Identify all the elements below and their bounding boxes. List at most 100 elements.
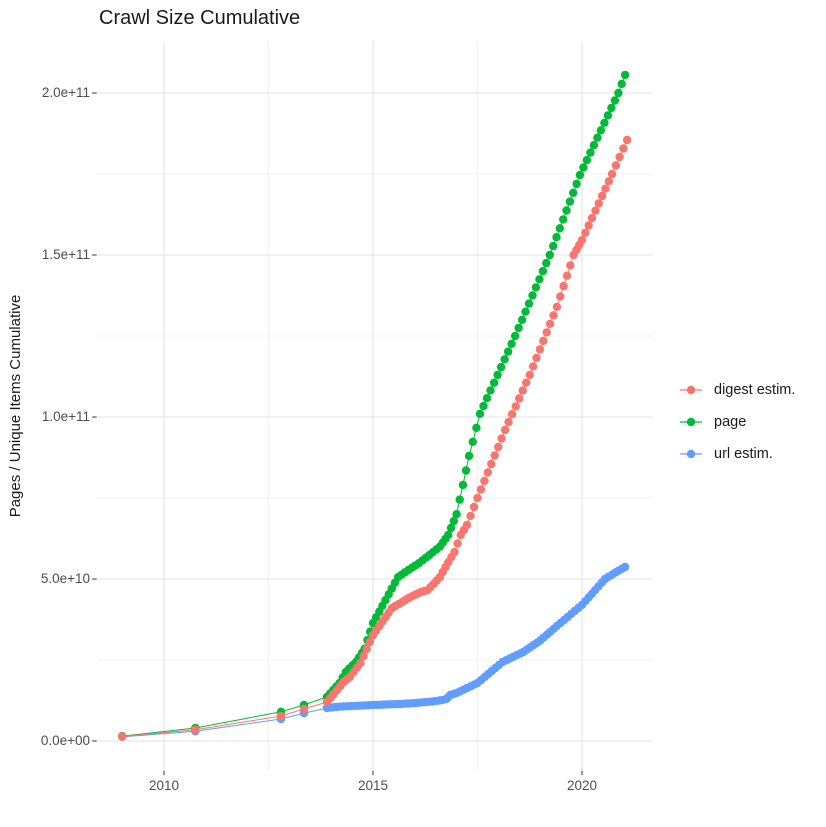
data-point bbox=[552, 302, 562, 311]
data-point bbox=[535, 345, 545, 354]
y-tick-label-3: 1.5e+11 bbox=[42, 247, 90, 262]
data-point bbox=[600, 118, 609, 128]
series-page bbox=[118, 70, 630, 741]
data-point bbox=[475, 409, 485, 418]
data-point bbox=[191, 725, 200, 734]
data-point bbox=[489, 378, 499, 387]
data-point bbox=[604, 177, 613, 186]
data-point bbox=[482, 394, 492, 403]
data-point bbox=[596, 126, 606, 135]
data-point bbox=[542, 328, 551, 337]
data-point bbox=[584, 221, 593, 230]
data-point bbox=[579, 163, 588, 172]
data-point bbox=[549, 311, 558, 320]
data-point bbox=[524, 299, 534, 308]
data-point bbox=[276, 711, 286, 721]
data-point bbox=[446, 523, 456, 533]
data-point bbox=[586, 148, 595, 157]
data-point bbox=[597, 191, 607, 201]
data-point bbox=[617, 79, 626, 89]
data-point bbox=[603, 111, 613, 120]
data-point bbox=[562, 206, 571, 215]
legend-key-page bbox=[680, 417, 702, 427]
y-tick-label-1: 5.0e+10 bbox=[41, 571, 90, 586]
series-line bbox=[122, 566, 626, 738]
data-point bbox=[591, 206, 600, 215]
legend-label: page bbox=[714, 414, 747, 430]
data-point bbox=[479, 401, 488, 411]
data-point bbox=[458, 480, 468, 490]
chart-title: Crawl Size Cumulative bbox=[99, 7, 301, 29]
data-point bbox=[538, 267, 548, 276]
legend-label: url estim. bbox=[714, 446, 773, 462]
data-point bbox=[549, 241, 558, 251]
data-point bbox=[504, 417, 513, 427]
data-point bbox=[565, 197, 575, 206]
data-point bbox=[601, 184, 610, 193]
data-point bbox=[299, 704, 309, 714]
data-point bbox=[511, 402, 520, 411]
data-point bbox=[476, 485, 486, 494]
data-point bbox=[575, 170, 585, 180]
data-point bbox=[518, 386, 527, 395]
x-tick-label-2015: 2015 bbox=[358, 778, 388, 793]
data-point bbox=[496, 362, 506, 372]
data-point bbox=[510, 331, 520, 341]
legend-label: digest estim. bbox=[714, 382, 796, 398]
data-point bbox=[619, 144, 628, 153]
legend-key-dot bbox=[686, 385, 696, 395]
data-point bbox=[503, 347, 513, 356]
legend-item-url-estim: url estim. bbox=[678, 444, 795, 464]
data-point bbox=[615, 152, 624, 162]
data-point bbox=[507, 410, 517, 419]
data-point bbox=[493, 370, 502, 380]
data-point bbox=[614, 88, 623, 98]
data-point bbox=[622, 135, 632, 145]
legend-key-dot bbox=[686, 449, 696, 459]
data-point bbox=[486, 386, 495, 395]
data-point bbox=[521, 307, 530, 316]
data-point bbox=[620, 70, 630, 80]
data-point bbox=[472, 423, 481, 432]
data-point bbox=[522, 378, 531, 387]
data-point bbox=[356, 658, 365, 668]
data-point bbox=[514, 323, 523, 333]
data-point bbox=[455, 495, 464, 504]
data-point bbox=[118, 732, 127, 741]
data-point bbox=[473, 493, 482, 503]
data-point bbox=[532, 353, 541, 363]
data-point bbox=[542, 258, 551, 268]
data-point bbox=[462, 520, 472, 530]
data-point bbox=[359, 651, 368, 661]
data-point bbox=[531, 283, 541, 292]
data-point bbox=[507, 339, 516, 348]
data-point bbox=[545, 319, 555, 328]
data-point bbox=[572, 179, 581, 189]
data-point bbox=[469, 502, 479, 512]
legend: digest estim. page url estim. bbox=[678, 380, 795, 464]
data-point bbox=[539, 336, 548, 346]
data-point bbox=[466, 511, 475, 521]
data-point bbox=[607, 169, 617, 179]
legend-key-dot bbox=[686, 417, 696, 427]
data-point bbox=[582, 155, 592, 165]
legend-key-url bbox=[680, 449, 702, 459]
data-point bbox=[552, 233, 561, 242]
gridlines bbox=[97, 41, 654, 771]
data-point bbox=[468, 437, 477, 446]
axis-ticks bbox=[92, 92, 583, 776]
data-point bbox=[444, 530, 453, 540]
series-line bbox=[122, 139, 628, 737]
data-point bbox=[490, 451, 499, 460]
data-point bbox=[577, 235, 587, 245]
data-point bbox=[562, 271, 572, 280]
data-point bbox=[556, 292, 565, 301]
data-point bbox=[594, 199, 603, 208]
y-tick-label-2: 1.0e+11 bbox=[42, 409, 90, 424]
data-point bbox=[607, 103, 616, 113]
data-point bbox=[449, 516, 458, 526]
legend-item-page: page bbox=[678, 412, 795, 432]
data-point bbox=[500, 425, 510, 435]
legend-key-digest bbox=[680, 385, 702, 395]
